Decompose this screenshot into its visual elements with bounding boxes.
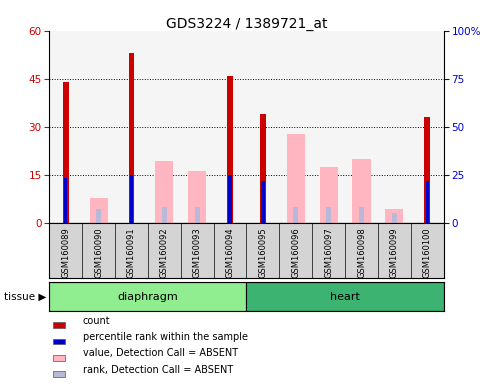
Bar [319,167,338,223]
Bar [129,53,135,223]
Bar [260,114,266,223]
Bar [425,181,429,223]
Bar [195,207,200,223]
Bar [53,355,65,361]
Bar [386,209,403,223]
Text: value, Detection Call = ABSENT: value, Detection Call = ABSENT [83,348,238,358]
Bar [261,181,265,223]
Text: percentile rank within the sample: percentile rank within the sample [83,332,248,342]
Bar [326,207,331,223]
Text: GSM160096: GSM160096 [291,227,300,278]
Text: rank, Detection Call = ABSENT: rank, Detection Call = ABSENT [83,365,233,375]
Text: GSM160095: GSM160095 [258,227,267,278]
Bar [359,207,364,223]
Text: count: count [83,316,110,326]
Text: heart: heart [330,291,360,302]
Bar [96,209,101,223]
Bar [392,213,397,223]
Bar [227,76,233,223]
Text: GSM160099: GSM160099 [390,227,399,278]
Text: GSM160090: GSM160090 [94,227,103,278]
Bar [287,134,305,223]
Text: GSM160093: GSM160093 [193,227,202,278]
Bar [64,178,68,223]
Bar [246,282,444,311]
Text: GDS3224 / 1389721_at: GDS3224 / 1389721_at [166,17,327,31]
Bar [90,198,107,223]
Text: GSM160098: GSM160098 [357,227,366,278]
Bar [188,171,206,223]
Bar [63,82,69,223]
Bar [49,282,247,311]
Text: GSM160089: GSM160089 [61,227,70,278]
Bar [360,181,363,223]
Text: diaphragm: diaphragm [117,291,178,302]
Bar [53,322,65,328]
Text: tissue ▶: tissue ▶ [4,291,47,302]
Bar [327,181,330,223]
Text: GSM160100: GSM160100 [423,227,432,278]
Text: GSM160091: GSM160091 [127,227,136,278]
Bar [352,159,371,223]
Bar [293,207,298,223]
Bar [53,339,65,344]
Bar [228,175,232,223]
Bar [155,161,174,223]
Bar [130,175,133,223]
Bar [53,371,65,377]
Text: GSM160097: GSM160097 [324,227,333,278]
Bar [424,117,430,223]
Bar [162,207,167,223]
Bar [196,181,199,223]
Text: GSM160094: GSM160094 [226,227,235,278]
Bar [163,181,166,223]
Bar [294,175,297,223]
Text: GSM160092: GSM160092 [160,227,169,278]
